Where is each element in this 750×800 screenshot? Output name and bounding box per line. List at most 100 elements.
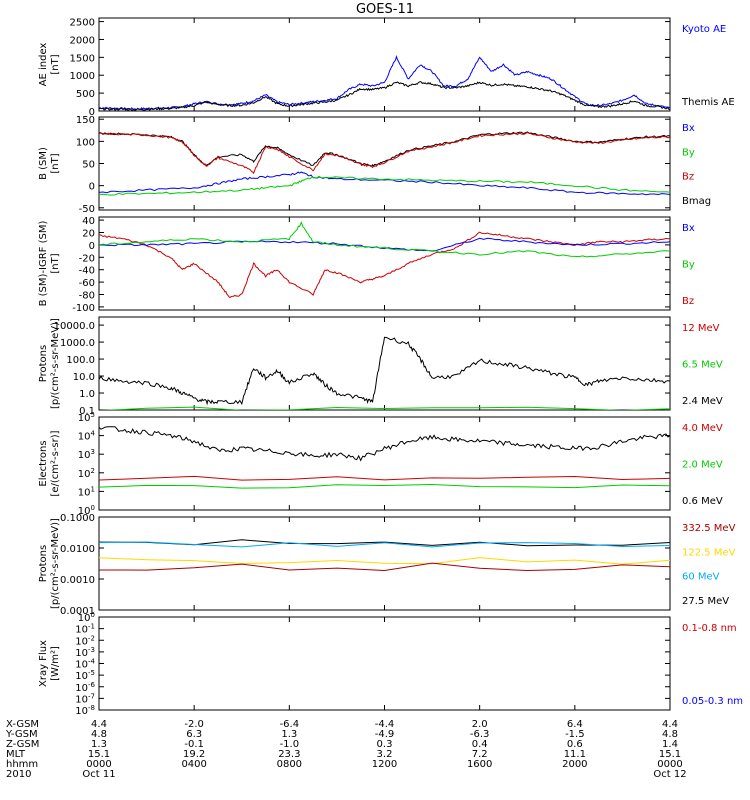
x-axis-value: 23.3 (278, 749, 300, 760)
legend-entry: Bx (682, 223, 695, 234)
x-axis-value: 4.4 (662, 719, 678, 730)
x-axis-value: 1600 (467, 759, 492, 770)
x-axis-value: 7.2 (472, 749, 488, 760)
y-tick-label: 0 (89, 182, 95, 193)
y-tick-label: 10-4 (75, 658, 95, 671)
x-axis-row-label: 2010 (6, 769, 31, 780)
x-axis-row-label: X-GSM (6, 719, 39, 730)
y-tick-label: 10-2 (75, 634, 95, 647)
y-tick-label: 101 (78, 485, 95, 498)
x-axis-value: 1.3 (281, 729, 297, 740)
x-axis-value: 15.1 (659, 749, 681, 760)
series-60-mev (99, 541, 670, 548)
x-axis-value: 3.2 (377, 749, 393, 760)
legend-entry: 6.5 MeV (682, 360, 723, 371)
legend-entry: 0.05-0.3 nm (682, 696, 743, 707)
y-axis-label: [W/m²] (50, 646, 61, 681)
x-axis-value: -2.0 (184, 719, 204, 730)
x-axis-table: X-GSM 4.4 -2.0 -6.4 -4.4 2.0 6.4 4.4 Y-GSM 4.8 6.3… (5, 719, 687, 780)
y-tick-label: 1.0 (79, 389, 95, 400)
y-tick-label: 2500 (70, 18, 95, 29)
y-tick-label: -50 (79, 204, 95, 215)
y-tick-label: 104 (78, 430, 96, 443)
y-axis-label: [p/(cm²-s-sr-MeV)] (50, 518, 61, 609)
x-axis-value: -6.4 (280, 719, 300, 730)
y-tick-label: 0 (89, 107, 95, 118)
y-tick-label: 10-3 (75, 646, 95, 659)
y-axis-label: AE index (38, 43, 49, 87)
legend-entry: 4.0 MeV (682, 423, 723, 434)
y-tick-label: 100 (78, 611, 95, 624)
y-axis-label: Xray Flux (38, 640, 49, 687)
x-axis-value: 4.8 (662, 729, 678, 740)
x-axis-value: -1.0 (280, 739, 300, 750)
legend-entry: Bz (682, 172, 694, 183)
y-tick-label: 100 (78, 504, 95, 517)
x-axis-value: 0.3 (377, 739, 393, 750)
panel-protons-high: 0.0001 0.0010 0.0100 0.1000 Protons [p/(cm²-s… (38, 513, 736, 617)
x-axis-value: -4.9 (375, 729, 395, 740)
y-tick-label: 105 (78, 411, 95, 424)
x-axis-value: 0400 (181, 759, 206, 770)
y-axis-label: B (SM)-IGRF (SM) (38, 221, 49, 307)
x-axis-value: 11.1 (564, 749, 586, 760)
series-2-4-mev (99, 336, 670, 406)
panel-frame (98, 216, 671, 311)
y-tick-label: 1500 (70, 53, 95, 64)
legend-entry: 27.5 MeV (682, 596, 729, 607)
x-axis-value: 2.0 (472, 719, 488, 730)
y-tick-label: 10-5 (75, 669, 95, 682)
panel-protons-low: 0.1 1.0 10.0 100.0 1000.0 10000.0 Protons [p/(c… (38, 316, 723, 417)
x-axis-value: 0.6 (567, 739, 583, 750)
y-tick-label: 10-1 (75, 623, 95, 636)
legend-entry: By (682, 147, 695, 158)
y-tick-label: 2000 (70, 35, 95, 46)
y-tick-label: 0 (89, 241, 95, 252)
x-axis-value: 0000 (657, 759, 682, 770)
x-axis-value: -6.3 (470, 729, 490, 740)
x-axis-value: 0800 (277, 759, 302, 770)
legend-entry: Themis AE (681, 97, 735, 108)
legend-entry: 2.4 MeV (682, 396, 723, 407)
y-tick-label: 0.0001 (60, 606, 95, 617)
y-tick-label: -40 (79, 266, 95, 277)
panel-electrons: 100 101 102 103 104 105 Electrons [e/(cm²-s-sr)… (38, 411, 723, 517)
y-tick-label: 20 (82, 229, 95, 240)
series-bx (99, 237, 670, 252)
legend-entry: Bz (682, 296, 694, 307)
x-axis-value: 6.3 (186, 729, 202, 740)
x-axis-value: 1.3 (91, 739, 107, 750)
y-axis-label: [nT] (50, 253, 61, 273)
y-axis-label: [e/(cm²-s-sr)] (50, 430, 61, 496)
y-tick-label: 100.0 (66, 355, 95, 366)
x-axis-value: 15.1 (88, 749, 110, 760)
series-themis-ae (99, 81, 670, 111)
y-tick-label: 0.1000 (60, 513, 95, 524)
x-axis-value: 0000 (86, 759, 111, 770)
y-tick-label: 10-6 (75, 681, 95, 694)
y-tick-label: 103 (78, 448, 95, 461)
y-tick-label: 500 (76, 89, 95, 100)
legend-entry: By (682, 260, 695, 271)
y-tick-label: 100 (76, 137, 95, 148)
y-tick-label: -20 (79, 253, 95, 264)
y-tick-label: 10-7 (75, 692, 95, 705)
y-tick-label: 40 (82, 216, 95, 227)
y-tick-label: 0.0100 (60, 544, 95, 555)
y-tick-label: 50 (82, 160, 95, 171)
legend-entry: 12 MeV (682, 323, 720, 334)
legend-entry: 2.0 MeV (682, 460, 723, 471)
legend-entry: Bmag (682, 196, 711, 207)
y-tick-label: -60 (79, 278, 95, 289)
panel-frame (98, 316, 671, 411)
series-122-5-mev (99, 557, 670, 565)
x-axis-value: 1.4 (662, 739, 678, 750)
y-tick-label: 0.0010 (60, 575, 95, 586)
y-axis-label: [nT] (50, 54, 61, 74)
panel-frame (98, 17, 671, 112)
series-by (99, 175, 670, 196)
series-bz (99, 131, 670, 175)
